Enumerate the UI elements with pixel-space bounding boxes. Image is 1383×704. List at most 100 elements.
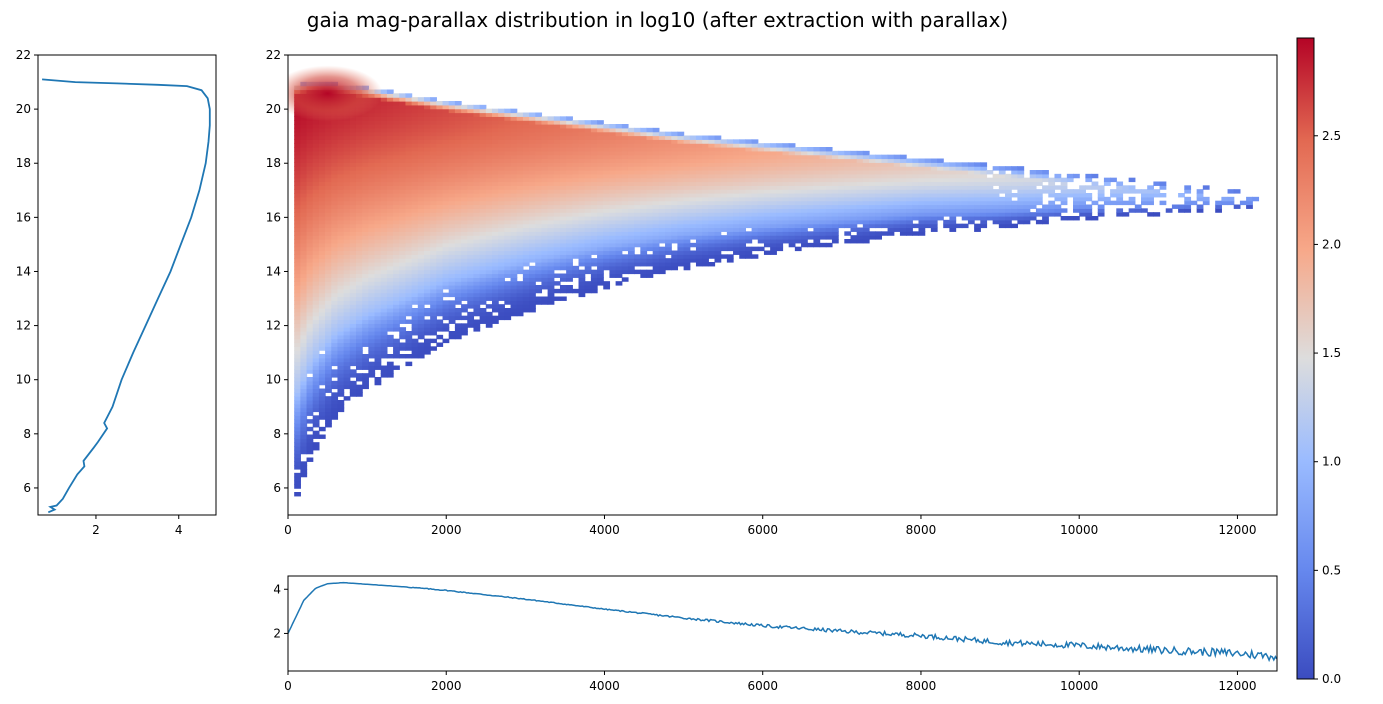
- heatmap-cell: [318, 135, 326, 140]
- heatmap-cell: [1023, 219, 1031, 225]
- heatmap-cell: [553, 135, 561, 140]
- heatmap-cell: [485, 120, 493, 125]
- heatmap-cell: [312, 154, 320, 160]
- heatmap-cell: [702, 250, 709, 255]
- heatmap-cell: [380, 350, 388, 355]
- heatmap-cell: [621, 208, 629, 213]
- heatmap-cell: [300, 311, 308, 317]
- heatmap-cell: [399, 124, 407, 129]
- heatmap-cell: [918, 208, 926, 213]
- heatmap-cell: [529, 254, 536, 259]
- heatmap-cell: [541, 254, 549, 259]
- heatmap-cell: [343, 338, 351, 344]
- heatmap-cell: [621, 150, 629, 156]
- heatmap-cell: [516, 281, 524, 286]
- heatmap-cell: [671, 223, 679, 229]
- heatmap-cell: [714, 254, 722, 259]
- heatmap-cell: [529, 143, 536, 148]
- heatmap-cell: [924, 173, 932, 179]
- heatmap-cell: [306, 354, 314, 359]
- heatmap-cell: [578, 173, 586, 179]
- heatmap-cell: [312, 350, 320, 355]
- heatmap-cell: [689, 166, 697, 171]
- heatmap-cell: [720, 193, 728, 198]
- heatmap-cell: [386, 173, 394, 179]
- heatmap-cell: [819, 242, 827, 248]
- heatmap-cell: [442, 200, 450, 206]
- heatmap-cell: [559, 235, 567, 240]
- heatmap-cell: [448, 285, 456, 290]
- heatmap-cell: [331, 223, 339, 229]
- heatmap-cell: [683, 162, 691, 167]
- heatmap-cell: [547, 208, 555, 213]
- heatmap-cell: [374, 135, 382, 140]
- heatmap-cell: [467, 231, 475, 236]
- heatmap-cell: [609, 258, 617, 263]
- heatmap-cell: [856, 189, 864, 194]
- heatmap-cell: [807, 189, 815, 194]
- heatmap-cell: [393, 208, 400, 213]
- heatmap-cell: [590, 269, 598, 275]
- heatmap-cell: [627, 204, 635, 209]
- heatmap-cell: [1011, 208, 1018, 213]
- heatmap-cell: [380, 200, 388, 206]
- heatmap-cell: [423, 342, 431, 347]
- heatmap-cell: [312, 423, 320, 428]
- heatmap-cell: [423, 292, 431, 298]
- heatmap-cell: [943, 208, 950, 213]
- heatmap-cell: [683, 231, 691, 236]
- heatmap-cell: [430, 166, 437, 171]
- heatmap-cell: [739, 223, 747, 229]
- heatmap-cell: [442, 150, 450, 156]
- heatmap-cell: [417, 216, 425, 221]
- heatmap-cell: [627, 254, 635, 259]
- heatmap-cell: [887, 173, 895, 179]
- heatmap-cell: [856, 200, 864, 206]
- heatmap-cell: [325, 204, 332, 209]
- heatmap-cell: [300, 369, 308, 374]
- heatmap-cell: [652, 246, 660, 252]
- heatmap-cell: [887, 162, 895, 167]
- heatmap-cell: [801, 242, 808, 248]
- heatmap-cell: [479, 173, 487, 179]
- heatmap-cell: [498, 269, 505, 275]
- heatmap-cell: [498, 315, 505, 321]
- heatmap-cell: [597, 120, 604, 125]
- heatmap-cell: [318, 262, 326, 267]
- heatmap-cell: [597, 277, 604, 282]
- heatmap-cell: [578, 185, 586, 190]
- heatmap-cell: [362, 357, 369, 363]
- heatmap-cell: [831, 208, 839, 213]
- heatmap-cell: [448, 265, 456, 271]
- heatmap-cell: [553, 227, 561, 232]
- heatmap-cell: [399, 265, 407, 271]
- heatmap-cell: [355, 265, 363, 271]
- heatmap-cell: [504, 254, 512, 259]
- heatmap-cell: [294, 258, 301, 263]
- heatmap-cell: [467, 170, 475, 175]
- heatmap-cell: [306, 131, 314, 137]
- heatmap-cell: [862, 193, 870, 198]
- heatmap-cell: [349, 384, 357, 390]
- heatmap-cell: [312, 147, 320, 152]
- heatmap-cell: [510, 147, 518, 152]
- heatmap-cell: [467, 235, 475, 240]
- heatmap-cell: [393, 196, 400, 202]
- heatmap-cell: [708, 212, 716, 217]
- heatmap-cell: [436, 135, 444, 140]
- heatmap-cell: [399, 246, 407, 252]
- heatmap-cell: [522, 277, 530, 282]
- heatmap-cell: [343, 154, 351, 160]
- heatmap-cell: [312, 292, 320, 298]
- heatmap-cell: [553, 196, 561, 202]
- heatmap-cell: [603, 204, 611, 209]
- heatmap-cell: [794, 219, 802, 225]
- heatmap-cell: [318, 139, 326, 144]
- heatmap-cell: [906, 200, 913, 206]
- heatmap-cell: [887, 154, 895, 160]
- heatmap-cell: [349, 392, 357, 397]
- heatmap-cell: [393, 285, 400, 290]
- heatmap-cell: [541, 154, 549, 160]
- heatmap-cell: [430, 281, 437, 286]
- heatmap-cell: [1017, 166, 1025, 171]
